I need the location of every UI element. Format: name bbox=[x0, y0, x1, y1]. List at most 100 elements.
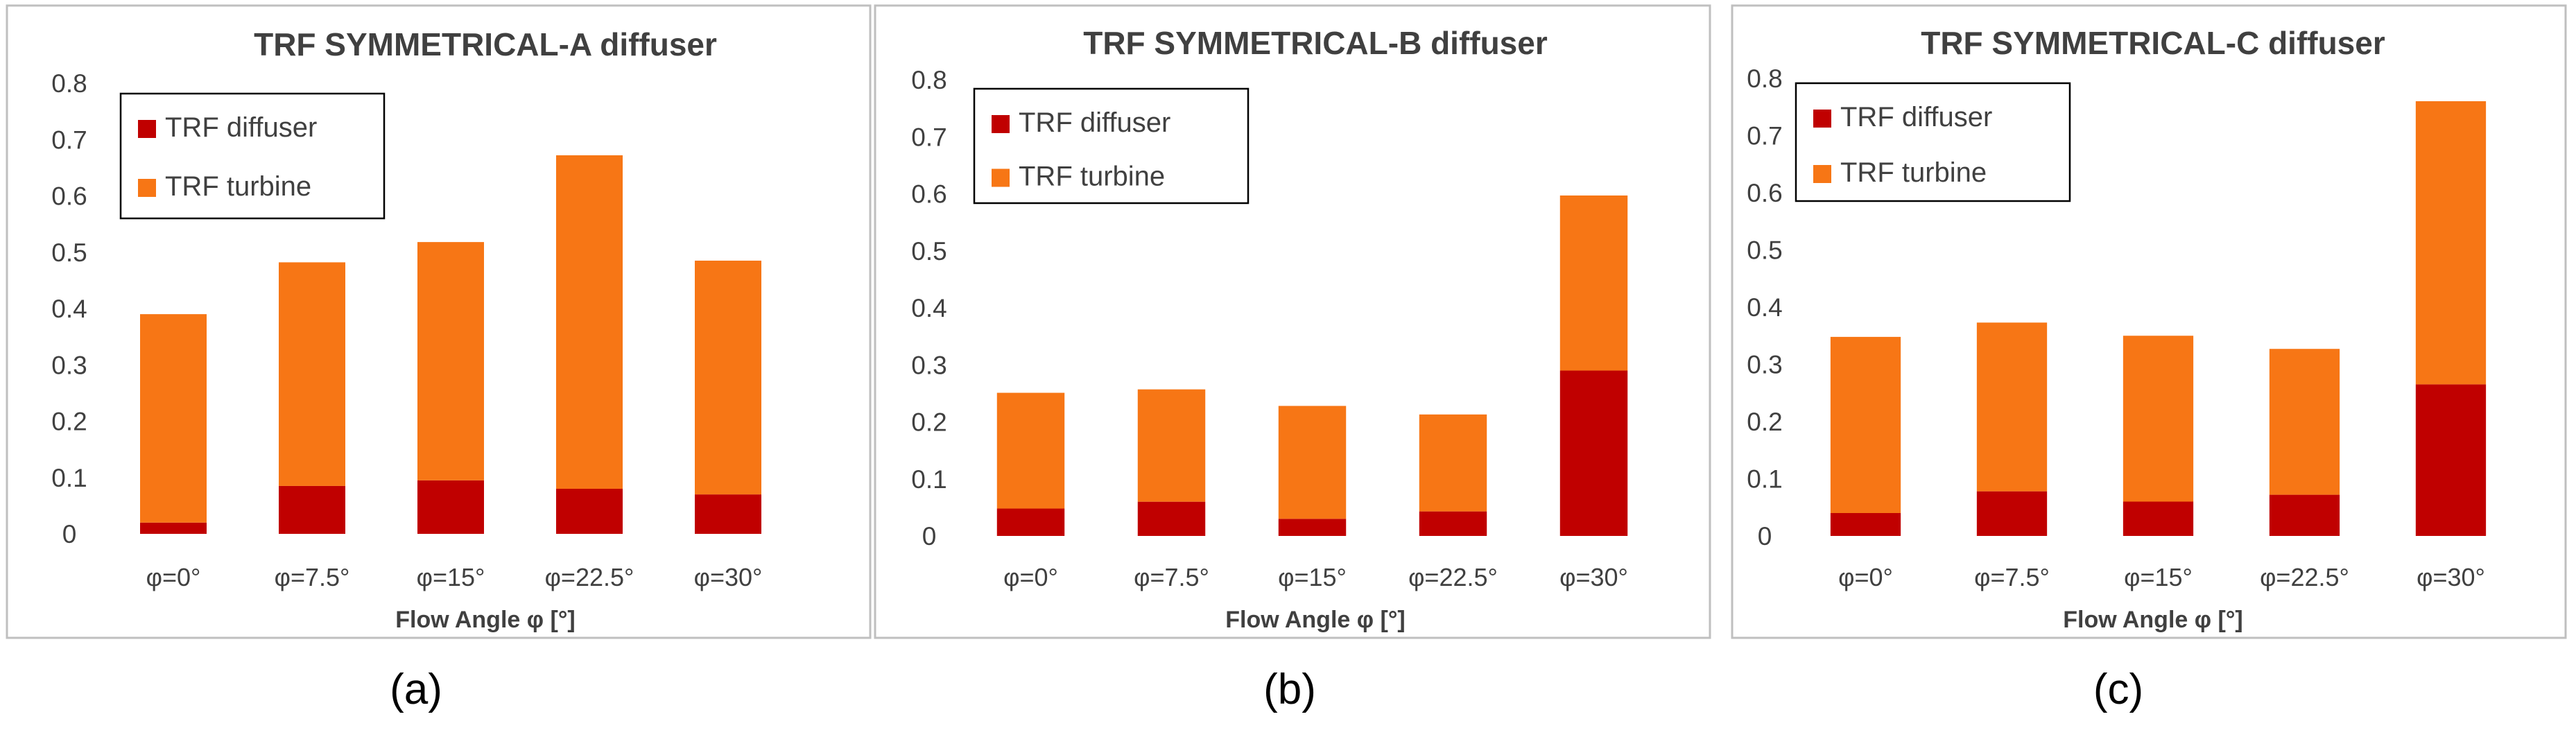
bar-segment-turbine bbox=[556, 155, 623, 489]
panel-caption: (b) bbox=[1263, 666, 1316, 713]
chart-panel-2: TRF SYMMETRICAL-B diffuser 0 0.1 0.2 0.3 0.4 0… bbox=[874, 4, 1711, 713]
x-category-label: φ=0° bbox=[1838, 563, 1893, 591]
chart-title: TRF SYMMETRICAL-B diffuser bbox=[1083, 25, 1548, 61]
y-tick-label: 0.5 bbox=[51, 238, 87, 267]
bar-segment-diffuser bbox=[417, 480, 484, 534]
legend-label: TRF diffuser bbox=[1840, 102, 1992, 132]
x-category-label: φ=7.5° bbox=[275, 563, 350, 591]
x-axis-label: Flow Angle φ [°] bbox=[2063, 607, 2243, 633]
y-tick-label: 0.1 bbox=[51, 464, 87, 492]
y-tick-label: 0.2 bbox=[51, 408, 87, 436]
y-tick-label: 0.7 bbox=[911, 123, 946, 151]
panel-caption: (c) bbox=[2093, 666, 2143, 713]
y-tick-label: 0.3 bbox=[51, 351, 87, 379]
legend-label: TRF turbine bbox=[1840, 157, 1987, 188]
bar-segment-diffuser bbox=[556, 489, 623, 534]
bar-segment-diffuser bbox=[2415, 384, 2487, 536]
legend-box bbox=[973, 87, 1250, 205]
bar-segment-turbine bbox=[695, 260, 761, 495]
chart-panel-1: TRF SYMMETRICAL-A diffuser 0 0.1 0.2 0.3 0.4 0… bbox=[6, 4, 872, 713]
y-tick-label: 0.1 bbox=[911, 465, 946, 494]
legend-swatch-turbine bbox=[1813, 165, 1831, 183]
y-tick-label: 0 bbox=[1758, 522, 1772, 550]
bar-segment-diffuser bbox=[996, 508, 1065, 536]
x-category-label: φ=15° bbox=[1278, 563, 1347, 591]
x-category-label: φ=22.5° bbox=[2260, 563, 2349, 591]
y-tick-label: 0.4 bbox=[911, 294, 946, 322]
bar-segment-turbine bbox=[1137, 389, 1206, 502]
bar-segment-turbine bbox=[2123, 336, 2194, 502]
bar-segment-diffuser bbox=[279, 485, 345, 534]
y-tick-label: 0.8 bbox=[51, 69, 87, 98]
chart-panel-3: TRF SYMMETRICAL-C diffuser 0 0.1 0.2 0.3 0.4 0… bbox=[1731, 4, 2567, 713]
x-category-label: φ=0° bbox=[1003, 563, 1058, 591]
legend: TRF diffuser TRF turbine bbox=[119, 92, 386, 220]
legend-label: TRF turbine bbox=[165, 171, 311, 202]
chart-title: TRF SYMMETRICAL-A diffuser bbox=[254, 26, 717, 62]
bar-segment-turbine bbox=[2415, 101, 2487, 385]
y-tick-label: 0.6 bbox=[1747, 179, 1782, 207]
bar-segment-diffuser bbox=[1419, 511, 1487, 536]
bar-segment-diffuser bbox=[1278, 519, 1347, 536]
x-category-label: φ=22.5° bbox=[1408, 563, 1498, 591]
bar-segment-turbine bbox=[2269, 349, 2340, 495]
legend-swatch-turbine bbox=[138, 179, 156, 197]
y-tick-label: 0.8 bbox=[1747, 64, 1782, 93]
legend-swatch-diffuser bbox=[992, 115, 1010, 133]
bar-segment-diffuser bbox=[1830, 513, 1901, 536]
y-tick-label: 0.8 bbox=[911, 66, 946, 94]
legend-box bbox=[1795, 82, 2071, 202]
x-category-label: φ=0° bbox=[146, 563, 201, 591]
panel-caption: (a) bbox=[390, 666, 442, 713]
bar-segment-turbine bbox=[1278, 406, 1347, 519]
y-tick-label: 0.6 bbox=[911, 180, 946, 209]
bar-segment-turbine bbox=[1419, 414, 1487, 512]
bar-segment-turbine bbox=[417, 242, 484, 480]
y-tick-label: 0 bbox=[922, 522, 937, 550]
y-tick-label: 0.4 bbox=[51, 295, 87, 323]
bar-segment-turbine bbox=[279, 262, 345, 486]
bar-segment-turbine bbox=[996, 392, 1065, 509]
y-tick-label: 0.3 bbox=[1747, 351, 1782, 379]
legend-box bbox=[119, 92, 386, 220]
y-tick-label: 0.7 bbox=[51, 125, 87, 154]
bar-segment-diffuser bbox=[1976, 491, 2048, 536]
y-tick-label: 0.5 bbox=[1747, 236, 1782, 265]
y-tick-label: 0.3 bbox=[911, 351, 946, 379]
x-axis-label: Flow Angle φ [°] bbox=[1225, 607, 1406, 633]
x-category-label: φ=7.5° bbox=[1134, 563, 1209, 591]
bar-segment-diffuser bbox=[695, 494, 761, 534]
x-category-label: φ=15° bbox=[2124, 563, 2193, 591]
y-tick-label: 0.5 bbox=[911, 237, 946, 266]
x-category-label: φ=22.5° bbox=[545, 563, 634, 591]
bar-segment-diffuser bbox=[1559, 370, 1628, 536]
legend: TRF diffuser TRF turbine bbox=[1795, 82, 2071, 202]
y-tick-label: 0.2 bbox=[911, 408, 946, 437]
legend-label: TRF diffuser bbox=[1019, 107, 1170, 138]
legend-label: TRF diffuser bbox=[165, 112, 317, 143]
x-category-label: φ=15° bbox=[417, 563, 485, 591]
y-tick-label: 0.7 bbox=[1747, 122, 1782, 150]
y-tick-label: 0.4 bbox=[1747, 293, 1782, 322]
bar-segment-turbine bbox=[1830, 336, 1901, 513]
bar-segment-diffuser bbox=[1137, 501, 1206, 536]
bar-segment-diffuser bbox=[2123, 501, 2194, 536]
x-category-label: φ=30° bbox=[694, 563, 763, 591]
legend-label: TRF turbine bbox=[1019, 162, 1165, 192]
bar-segment-turbine bbox=[1559, 195, 1628, 371]
x-category-label: φ=30° bbox=[1559, 563, 1628, 591]
bar-segment-diffuser bbox=[140, 522, 207, 534]
bar-segment-turbine bbox=[1976, 322, 2048, 492]
legend: TRF diffuser TRF turbine bbox=[973, 87, 1250, 205]
chart-title: TRF SYMMETRICAL-C diffuser bbox=[1921, 25, 2385, 61]
bar-segment-diffuser bbox=[2269, 494, 2340, 536]
x-category-label: φ=7.5° bbox=[1974, 563, 2050, 591]
y-tick-label: 0.2 bbox=[1747, 408, 1782, 436]
legend-swatch-diffuser bbox=[1813, 110, 1831, 128]
y-tick-label: 0.1 bbox=[1747, 465, 1782, 494]
legend-swatch-diffuser bbox=[138, 120, 156, 138]
x-axis-label: Flow Angle φ [°] bbox=[395, 607, 576, 633]
bar-segment-turbine bbox=[140, 314, 207, 523]
y-tick-label: 0.6 bbox=[51, 182, 87, 211]
